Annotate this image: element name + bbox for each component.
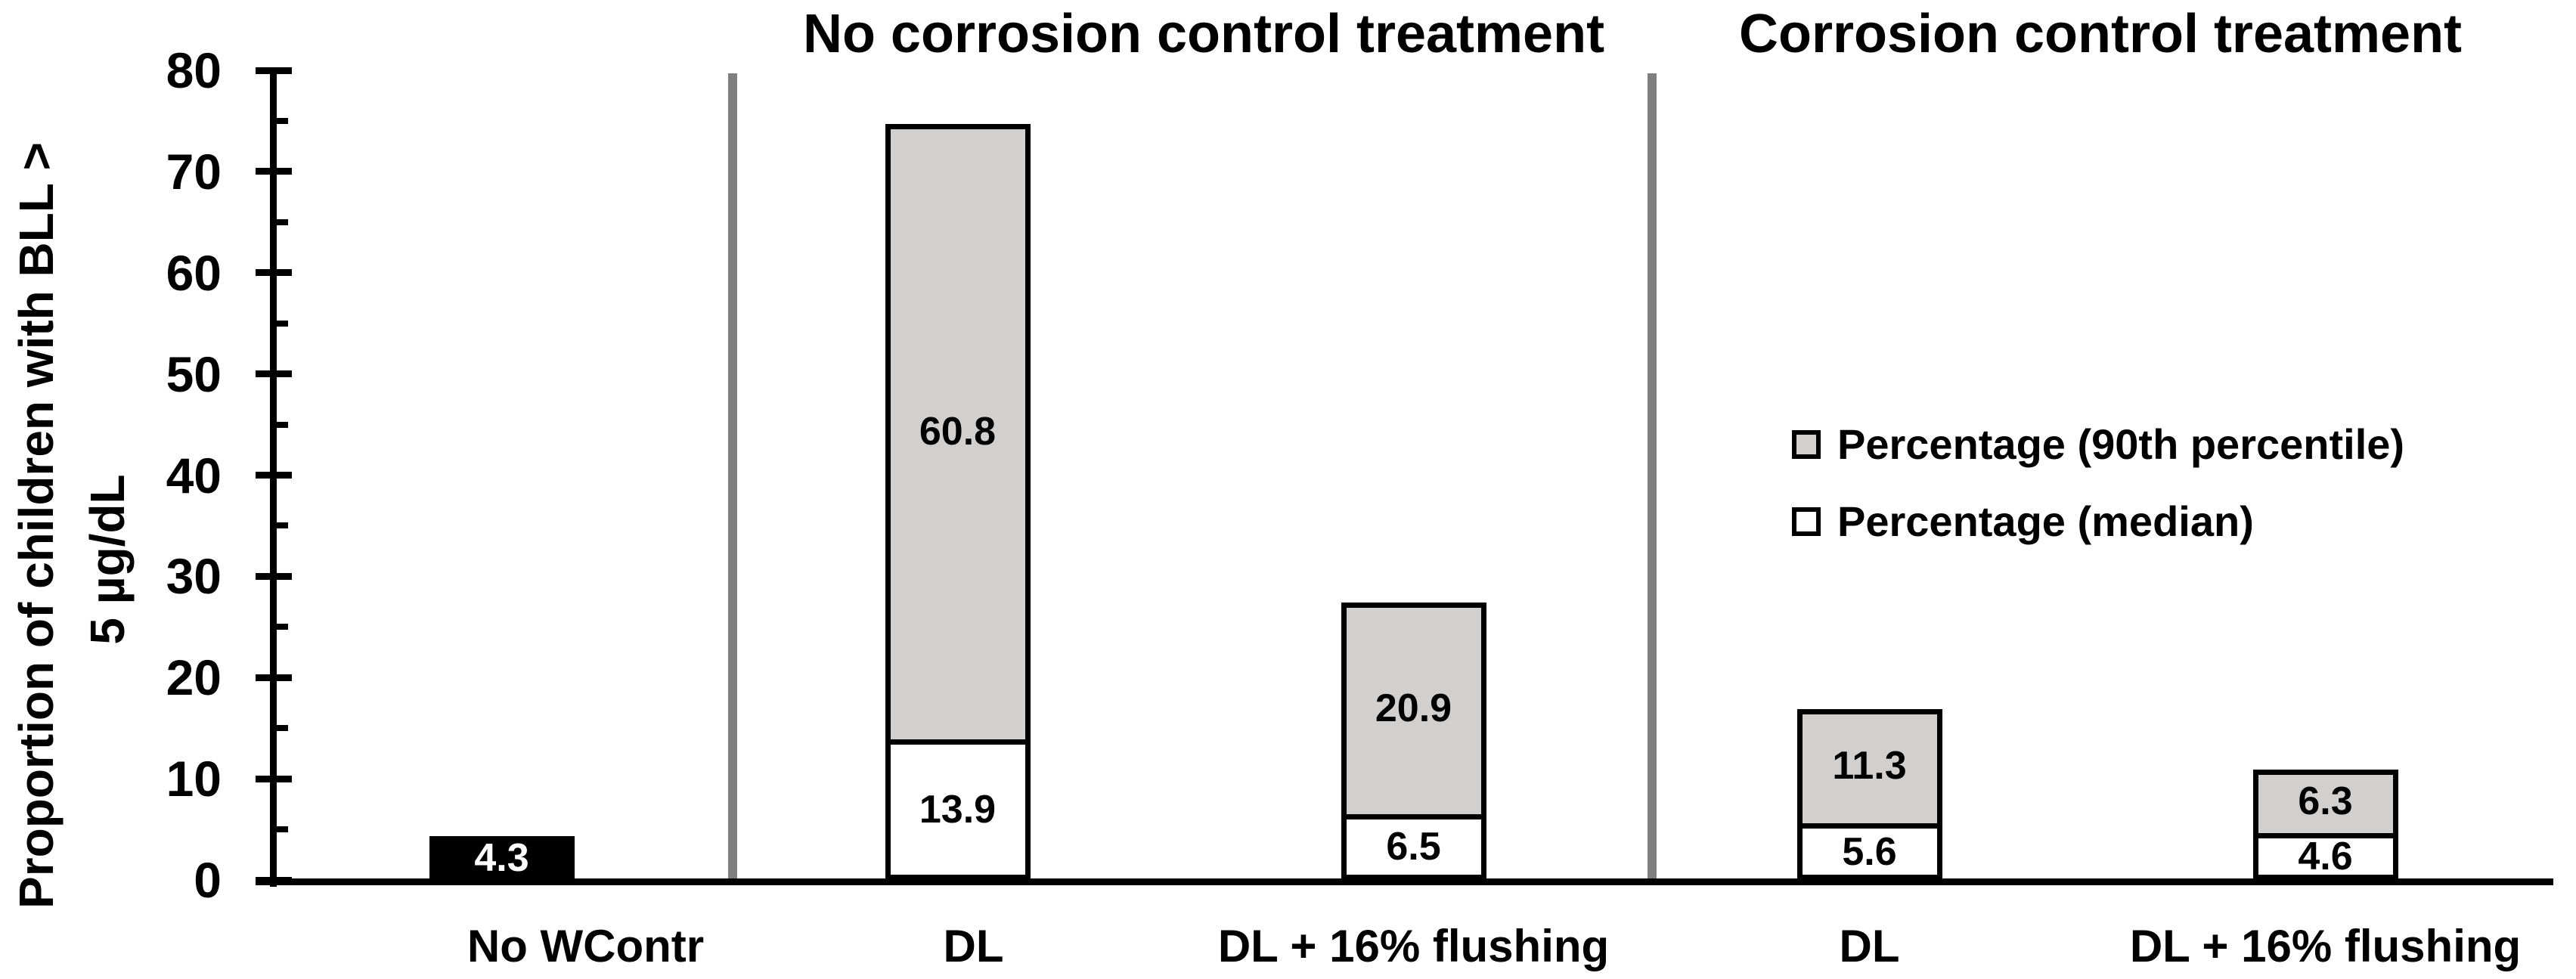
bar-segment [885, 123, 1031, 739]
legend-swatch-median [1792, 507, 1821, 536]
x-axis-category-label: DL + 16% flushing [2129, 921, 2522, 971]
bar-value-label: 60.8 [919, 409, 997, 454]
bar-value-label: 13.9 [919, 787, 997, 832]
y-axis-tick-label: 10 [166, 751, 222, 807]
bar-value-label: 20.9 [1375, 686, 1452, 731]
y-axis-tick-label: 0 [194, 852, 222, 908]
legend-label-90th-percentile: Percentage (90th percentile) [1837, 420, 2405, 468]
bar-segment [1341, 603, 1486, 814]
x-axis-category-label: DL [943, 921, 1004, 971]
section-divider-line [1648, 73, 1657, 878]
y-axis-minor-tick [277, 320, 288, 327]
x-axis-line [256, 878, 2553, 885]
y-axis-tick-label: 50 [166, 345, 222, 402]
bar-value-label: 6.3 [2298, 779, 2353, 824]
y-axis-minor-tick [277, 218, 288, 225]
bar-segment [1797, 823, 1942, 880]
section-title-corrosion-control: Corrosion control treatment [1738, 4, 2463, 64]
bar-segment [1341, 813, 1486, 880]
legend-item-90th-percentile: Percentage (90th percentile) [1792, 423, 2404, 466]
y-axis-tick-label: 60 [166, 244, 222, 301]
y-axis-minor-tick [277, 421, 288, 428]
x-axis-category-label: DL + 16% flushing [1217, 921, 1610, 971]
bar-value-label: 11.3 [1832, 744, 1907, 788]
x-axis-category-label: DL [1839, 921, 1900, 971]
y-axis-minor-tick [277, 725, 288, 732]
y-axis-minor-tick [277, 624, 288, 630]
legend-label-median: Percentage (median) [1837, 497, 2254, 545]
y-axis-line [270, 70, 277, 887]
y-axis-tick-label: 40 [166, 447, 222, 503]
bar-value-label: 4.6 [2298, 835, 2353, 879]
legend-swatch-90th-percentile [1792, 430, 1821, 459]
bar-segment [2253, 770, 2398, 834]
y-axis-minor-tick [277, 117, 288, 124]
bar-segment [429, 836, 575, 880]
bar-segment [885, 739, 1031, 880]
y-axis-tick-label: 30 [166, 548, 222, 605]
x-axis-category-label: No WContr [467, 921, 705, 971]
bar-segment [1797, 708, 1942, 824]
bar-value-label: 6.5 [1386, 825, 1441, 869]
y-axis-minor-tick [277, 522, 288, 529]
legend-item-median: Percentage (median) [1792, 500, 2254, 543]
y-axis-minor-tick [277, 826, 288, 833]
section-divider-line [728, 73, 737, 878]
y-axis-tick-label: 20 [166, 649, 222, 706]
y-axis-tick-label: 80 [166, 42, 222, 98]
bar-value-label: 5.6 [1842, 829, 1897, 874]
bar-value-label: 4.3 [474, 836, 529, 881]
bar-segment [2253, 833, 2398, 880]
y-axis-tick-label: 70 [166, 143, 222, 200]
section-title-no-corrosion-control: No corrosion control treatment [802, 4, 1605, 64]
